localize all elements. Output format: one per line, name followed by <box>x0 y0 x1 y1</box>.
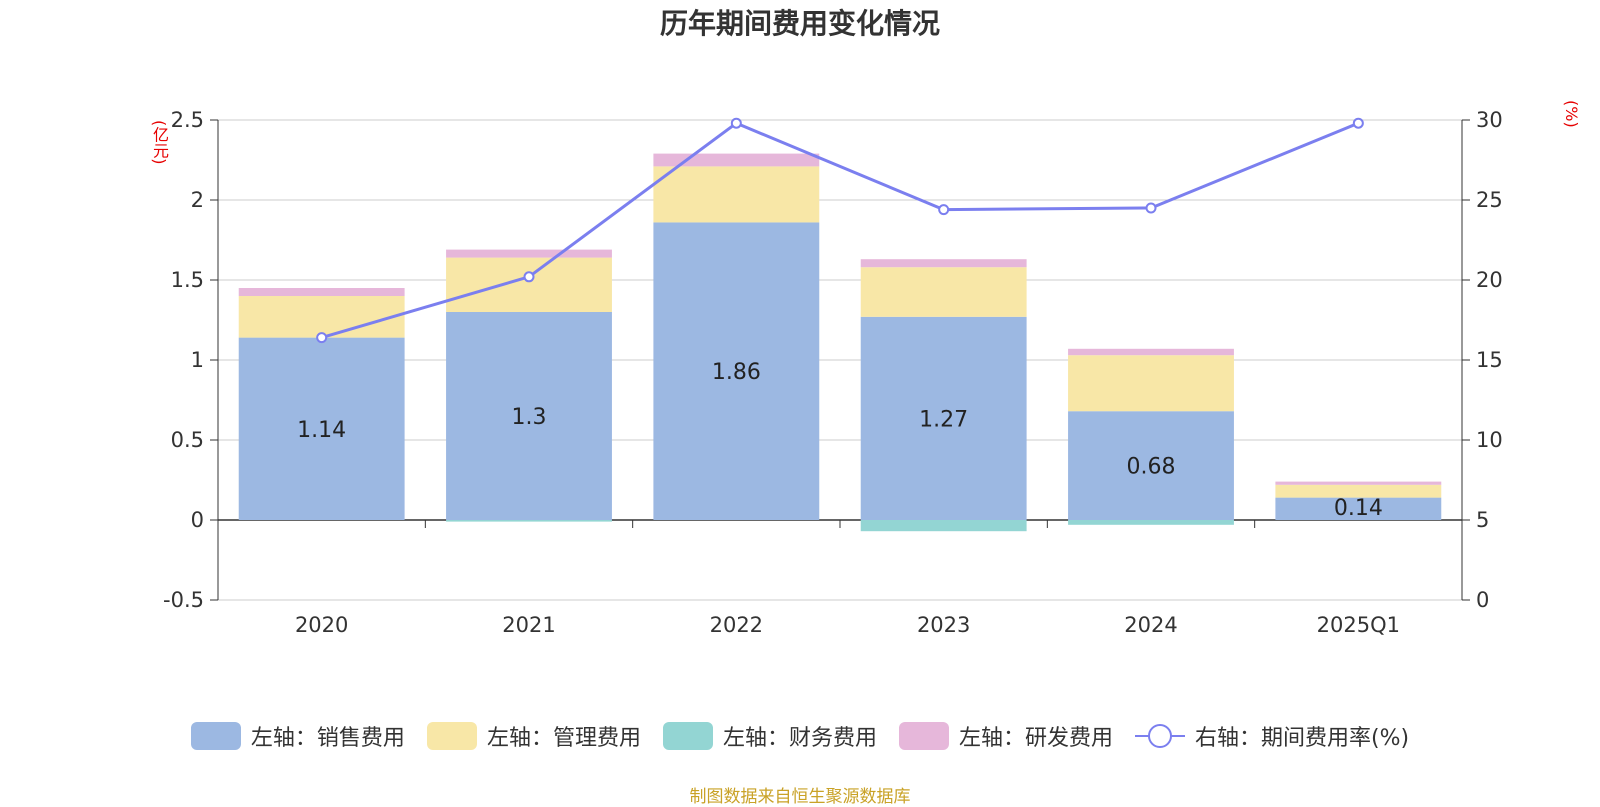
bar-segment-3 <box>238 288 405 296</box>
legend-label-rate: 右轴：期间费用率(%) <box>1194 726 1410 751</box>
legend-item-sales[interactable]: 左轴：销售费用 <box>190 720 405 752</box>
legend-item-rate[interactable]: 右轴：期间费用率(%) <box>1134 720 1410 752</box>
rate-point <box>1352 117 1364 129</box>
right-axis-tick-label: 0 <box>1476 588 1489 612</box>
x-axis-category-label: 2020 <box>295 613 348 637</box>
legend-item-finance[interactable]: 左轴：财务费用 <box>662 720 877 752</box>
x-axis-category-label: 2023 <box>917 613 970 637</box>
bar-segment-0 <box>238 337 405 520</box>
rate-point <box>1145 202 1157 214</box>
legend-swatch-sales <box>190 722 241 750</box>
bar-segment-0 <box>1068 411 1234 520</box>
bar-segment-0 <box>1275 497 1442 520</box>
bar-value-label: 0.14 <box>1334 496 1383 521</box>
bar-segment-1 <box>653 166 820 223</box>
left-axis-tick-label: 0 <box>191 508 204 532</box>
legend-item-rd[interactable]: 左轴：研发费用 <box>898 720 1113 752</box>
data-source-note: 制图数据来自恒生聚源数据库 <box>689 787 911 807</box>
chart-canvas: -0.5 0 0.5 1 1.5 2 2.5 0 5 10 15 20 25 30 1.14 2020 1.3 2… <box>163 108 1503 637</box>
bar-segment-3 <box>860 259 1027 268</box>
rate-point <box>938 204 950 216</box>
legend-label-rd: 左轴：研发费用 <box>958 726 1113 751</box>
legend-label-finance: 左轴：财务费用 <box>722 726 877 751</box>
legend: 左轴：销售费用 左轴：管理费用 左轴：财务费用 左轴：研发费用 右轴：期间费用率… <box>0 720 1600 752</box>
bar-segment-3 <box>1275 481 1442 485</box>
bar-segment-2 <box>1068 520 1234 525</box>
left-axis-tick-label: 2.5 <box>171 108 204 132</box>
right-axis-tick-label: 25 <box>1476 188 1503 212</box>
right-axis-tick-label: 30 <box>1476 108 1503 132</box>
legend-label-sales: 左轴：销售费用 <box>250 726 405 751</box>
left-axis-tick-label: 2 <box>191 188 204 212</box>
legend-swatch-rd <box>898 722 949 750</box>
bar-segment-1 <box>1275 484 1442 498</box>
bar-segment-1 <box>860 267 1027 317</box>
left-axis-unit: (亿元) <box>150 120 169 165</box>
rate-point <box>316 332 328 344</box>
left-axis-tick-label: 0.5 <box>171 428 204 452</box>
legend-swatch-rate <box>1134 722 1185 750</box>
legend-label-admin: 左轴：管理费用 <box>486 726 641 751</box>
bar-value-label: 1.86 <box>712 360 761 385</box>
bar-segment-2 <box>446 520 612 522</box>
bar-segment-1 <box>1068 355 1234 412</box>
legend-item-admin[interactable]: 左轴：管理费用 <box>426 720 641 752</box>
bar-value-label: 1.14 <box>297 418 346 443</box>
right-axis-tick-label: 5 <box>1476 508 1489 532</box>
chart-title: 历年期间费用变化情况 <box>659 7 940 40</box>
right-axis-tick-label: 15 <box>1476 348 1503 372</box>
x-axis-category-label: 2021 <box>502 613 555 637</box>
bar-segment-0 <box>860 316 1027 520</box>
bar-value-label: 1.27 <box>919 407 968 432</box>
legend-swatch-finance <box>662 722 713 750</box>
x-axis-category-label: 2025Q1 <box>1317 613 1400 637</box>
left-axis-tick-label: -0.5 <box>163 588 204 612</box>
bar-segment-0 <box>653 222 820 520</box>
bar-segment-3 <box>1068 348 1234 356</box>
left-axis-tick-label: 1.5 <box>171 268 204 292</box>
bar-segment-2 <box>860 520 1027 532</box>
x-axis-category-label: 2024 <box>1124 613 1177 637</box>
rate-line <box>321 121 1359 340</box>
legend-swatch-admin <box>426 722 477 750</box>
right-axis-tick-label: 10 <box>1476 428 1503 452</box>
bar-segment-0 <box>446 312 612 520</box>
bar-segment-1 <box>446 257 612 312</box>
bar-segment-3 <box>446 249 612 258</box>
left-axis-tick-label: 1 <box>191 348 204 372</box>
x-axis-category-label: 2022 <box>710 613 763 637</box>
rate-point <box>523 271 535 283</box>
bar-value-label: 0.68 <box>1127 455 1176 480</box>
right-axis-tick-label: 20 <box>1476 268 1503 292</box>
rate-point <box>730 117 742 129</box>
bar-segment-1 <box>238 296 405 338</box>
right-axis-unit: (%) <box>1562 100 1581 128</box>
bar-segment-3 <box>653 153 820 167</box>
bar-value-label: 1.3 <box>512 405 547 430</box>
